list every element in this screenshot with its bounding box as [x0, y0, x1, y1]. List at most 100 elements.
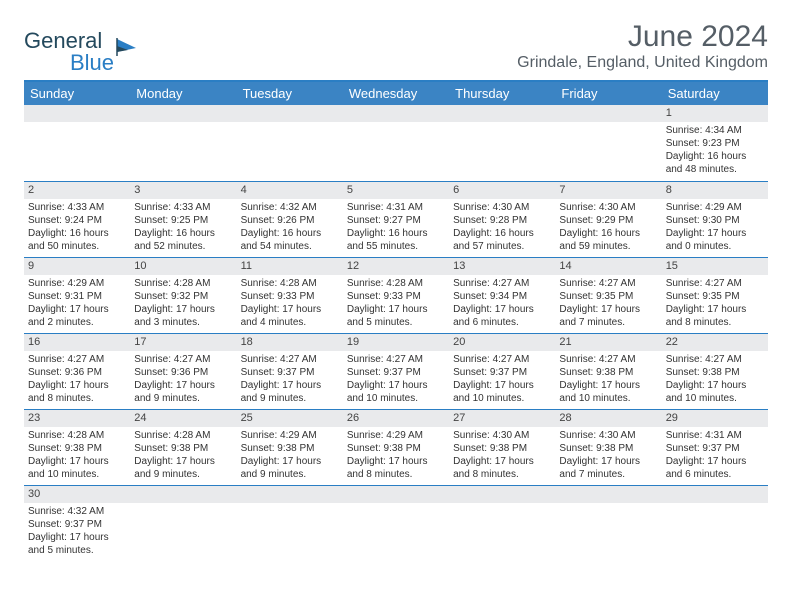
- day-sun-data: Sunrise: 4:28 AMSunset: 9:33 PMDaylight:…: [343, 275, 449, 333]
- day-sun-data: Sunrise: 4:28 AMSunset: 9:33 PMDaylight:…: [237, 275, 343, 333]
- calendar-day-cell: 8Sunrise: 4:29 AMSunset: 9:30 PMDaylight…: [662, 181, 768, 257]
- day-sun-data: Sunrise: 4:31 AMSunset: 9:37 PMDaylight:…: [662, 427, 768, 485]
- header: General Blue June 2024 Grindale, England…: [24, 20, 768, 74]
- calendar-day-cell: 28Sunrise: 4:30 AMSunset: 9:38 PMDayligh…: [555, 410, 661, 486]
- day-number: 26: [343, 410, 449, 427]
- day-number: 3: [130, 182, 236, 199]
- day-number: 19: [343, 334, 449, 351]
- location-text: Grindale, England, United Kingdom: [517, 54, 768, 71]
- weekday-header: Monday: [130, 82, 236, 105]
- calendar-day-cell: 14Sunrise: 4:27 AMSunset: 9:35 PMDayligh…: [555, 257, 661, 333]
- day-number: 10: [130, 258, 236, 275]
- day-number: 16: [24, 334, 130, 351]
- day-sun-data: Sunrise: 4:33 AMSunset: 9:25 PMDaylight:…: [130, 199, 236, 257]
- calendar-week-row: 1Sunrise: 4:34 AMSunset: 9:23 PMDaylight…: [24, 105, 768, 181]
- day-sun-data: Sunrise: 4:27 AMSunset: 9:34 PMDaylight:…: [449, 275, 555, 333]
- calendar-day-cell: 16Sunrise: 4:27 AMSunset: 9:36 PMDayligh…: [24, 333, 130, 409]
- calendar-day-cell: [449, 486, 555, 562]
- day-number: 24: [130, 410, 236, 427]
- day-sun-data: Sunrise: 4:32 AMSunset: 9:26 PMDaylight:…: [237, 199, 343, 257]
- calendar-day-cell: 21Sunrise: 4:27 AMSunset: 9:38 PMDayligh…: [555, 333, 661, 409]
- day-sun-data: Sunrise: 4:27 AMSunset: 9:37 PMDaylight:…: [343, 351, 449, 409]
- calendar-day-cell: 17Sunrise: 4:27 AMSunset: 9:36 PMDayligh…: [130, 333, 236, 409]
- calendar-day-cell: 20Sunrise: 4:27 AMSunset: 9:37 PMDayligh…: [449, 333, 555, 409]
- calendar-day-cell: [130, 105, 236, 181]
- calendar-day-cell: [24, 105, 130, 181]
- calendar-body: 1Sunrise: 4:34 AMSunset: 9:23 PMDaylight…: [24, 105, 768, 562]
- day-number: [555, 105, 661, 122]
- calendar-day-cell: 7Sunrise: 4:30 AMSunset: 9:29 PMDaylight…: [555, 181, 661, 257]
- calendar-day-cell: 12Sunrise: 4:28 AMSunset: 9:33 PMDayligh…: [343, 257, 449, 333]
- day-number: 1: [662, 105, 768, 122]
- calendar-day-cell: 5Sunrise: 4:31 AMSunset: 9:27 PMDaylight…: [343, 181, 449, 257]
- day-number: 2: [24, 182, 130, 199]
- day-number: 23: [24, 410, 130, 427]
- calendar-day-cell: 2Sunrise: 4:33 AMSunset: 9:24 PMDaylight…: [24, 181, 130, 257]
- calendar-day-cell: 24Sunrise: 4:28 AMSunset: 9:38 PMDayligh…: [130, 410, 236, 486]
- calendar-day-cell: [449, 105, 555, 181]
- day-number: [555, 486, 661, 503]
- day-sun-data: Sunrise: 4:32 AMSunset: 9:37 PMDaylight:…: [24, 503, 130, 561]
- calendar-day-cell: [343, 486, 449, 562]
- day-sun-data: Sunrise: 4:28 AMSunset: 9:32 PMDaylight:…: [130, 275, 236, 333]
- day-sun-data: Sunrise: 4:30 AMSunset: 9:38 PMDaylight:…: [449, 427, 555, 485]
- day-number: [449, 486, 555, 503]
- title-block: June 2024 Grindale, England, United King…: [517, 20, 768, 72]
- calendar-day-cell: 6Sunrise: 4:30 AMSunset: 9:28 PMDaylight…: [449, 181, 555, 257]
- calendar-day-cell: 27Sunrise: 4:30 AMSunset: 9:38 PMDayligh…: [449, 410, 555, 486]
- day-number: 20: [449, 334, 555, 351]
- weekday-header: Sunday: [24, 82, 130, 105]
- calendar-week-row: 2Sunrise: 4:33 AMSunset: 9:24 PMDaylight…: [24, 181, 768, 257]
- calendar-day-cell: [555, 486, 661, 562]
- day-number: 7: [555, 182, 661, 199]
- day-number: 5: [343, 182, 449, 199]
- logo-word-2: Blue: [70, 50, 114, 75]
- page-title: June 2024: [517, 20, 768, 54]
- day-number: 18: [237, 334, 343, 351]
- weekday-header: Wednesday: [343, 82, 449, 105]
- weekday-header: Thursday: [449, 82, 555, 105]
- calendar-day-cell: 26Sunrise: 4:29 AMSunset: 9:38 PMDayligh…: [343, 410, 449, 486]
- day-sun-data: Sunrise: 4:27 AMSunset: 9:37 PMDaylight:…: [237, 351, 343, 409]
- day-number: 11: [237, 258, 343, 275]
- day-sun-data: Sunrise: 4:27 AMSunset: 9:37 PMDaylight:…: [449, 351, 555, 409]
- calendar-day-cell: 13Sunrise: 4:27 AMSunset: 9:34 PMDayligh…: [449, 257, 555, 333]
- day-number: 15: [662, 258, 768, 275]
- calendar-week-row: 9Sunrise: 4:29 AMSunset: 9:31 PMDaylight…: [24, 257, 768, 333]
- calendar-day-cell: 19Sunrise: 4:27 AMSunset: 9:37 PMDayligh…: [343, 333, 449, 409]
- day-number: [130, 105, 236, 122]
- day-number: [237, 105, 343, 122]
- calendar-week-row: 30Sunrise: 4:32 AMSunset: 9:37 PMDayligh…: [24, 486, 768, 562]
- calendar-day-cell: 11Sunrise: 4:28 AMSunset: 9:33 PMDayligh…: [237, 257, 343, 333]
- day-number: [662, 486, 768, 503]
- day-sun-data: Sunrise: 4:30 AMSunset: 9:29 PMDaylight:…: [555, 199, 661, 257]
- day-number: 9: [24, 258, 130, 275]
- day-number: [24, 105, 130, 122]
- day-number: 14: [555, 258, 661, 275]
- day-number: [449, 105, 555, 122]
- day-number: 30: [24, 486, 130, 503]
- calendar-day-cell: 4Sunrise: 4:32 AMSunset: 9:26 PMDaylight…: [237, 181, 343, 257]
- day-sun-data: Sunrise: 4:34 AMSunset: 9:23 PMDaylight:…: [662, 122, 768, 180]
- calendar-week-row: 23Sunrise: 4:28 AMSunset: 9:38 PMDayligh…: [24, 410, 768, 486]
- calendar-day-cell: 18Sunrise: 4:27 AMSunset: 9:37 PMDayligh…: [237, 333, 343, 409]
- calendar-day-cell: 9Sunrise: 4:29 AMSunset: 9:31 PMDaylight…: [24, 257, 130, 333]
- day-sun-data: Sunrise: 4:27 AMSunset: 9:35 PMDaylight:…: [555, 275, 661, 333]
- day-number: 25: [237, 410, 343, 427]
- weekday-header-row: SundayMondayTuesdayWednesdayThursdayFrid…: [24, 82, 768, 105]
- day-sun-data: Sunrise: 4:29 AMSunset: 9:30 PMDaylight:…: [662, 199, 768, 257]
- logo-text: General Blue: [24, 30, 114, 74]
- calendar-day-cell: [237, 486, 343, 562]
- day-number: 8: [662, 182, 768, 199]
- calendar-day-cell: 30Sunrise: 4:32 AMSunset: 9:37 PMDayligh…: [24, 486, 130, 562]
- day-sun-data: Sunrise: 4:28 AMSunset: 9:38 PMDaylight:…: [24, 427, 130, 485]
- calendar-day-cell: 29Sunrise: 4:31 AMSunset: 9:37 PMDayligh…: [662, 410, 768, 486]
- weekday-header: Tuesday: [237, 82, 343, 105]
- day-number: 28: [555, 410, 661, 427]
- calendar-day-cell: 15Sunrise: 4:27 AMSunset: 9:35 PMDayligh…: [662, 257, 768, 333]
- day-sun-data: Sunrise: 4:27 AMSunset: 9:38 PMDaylight:…: [555, 351, 661, 409]
- day-number: [130, 486, 236, 503]
- day-sun-data: Sunrise: 4:30 AMSunset: 9:28 PMDaylight:…: [449, 199, 555, 257]
- calendar-day-cell: [555, 105, 661, 181]
- day-number: 27: [449, 410, 555, 427]
